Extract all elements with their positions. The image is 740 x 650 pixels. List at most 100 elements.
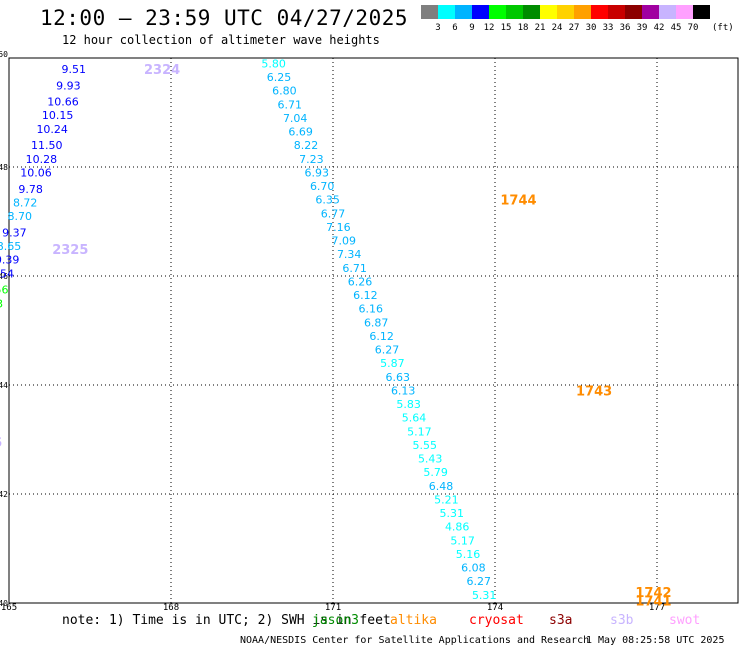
colorbar-swatch (523, 5, 540, 19)
colorbar-swatch (625, 5, 642, 19)
swh-data-point: 6.48 (429, 480, 454, 493)
satellite-label-s3a: s3a (549, 613, 573, 628)
colorbar-tick-label: 70 (687, 23, 699, 33)
colorbar-tick-label: 39 (636, 23, 648, 33)
swh-data-point: 7.34 (337, 248, 362, 261)
swh-data-point: 5.79 (423, 466, 448, 479)
swh-data-point: 10.39 (0, 254, 19, 267)
colorbar-tick-label: 33 (602, 23, 614, 33)
colorbar-labels: 3 6 9 12 15 18 21 24 27 30 33 36 39 42 45 70 (ft) (421, 23, 740, 35)
colorbar-swatch (489, 5, 506, 19)
swh-data-point: 11.50 (31, 139, 63, 152)
pass-number-label: 1744 (500, 194, 536, 209)
swh-data-point: 6.71 (278, 98, 303, 111)
swh-data-point: 6.16 (359, 303, 384, 316)
colorbar-tick-label: 45 (670, 23, 682, 33)
footer-timestamp: 1 May 08:25:58 UTC 2025 (586, 635, 725, 646)
satellite-label-altika: altika (390, 613, 437, 628)
swh-data-point: 6.70 (310, 180, 335, 193)
swh-data-point: 13.56 (0, 284, 9, 297)
swh-data-point: 12.23 (0, 297, 3, 310)
swh-data-point: 10.66 (47, 96, 79, 109)
swh-data-point: 6.77 (321, 207, 346, 220)
satellite-label-cryosat: cryosat (469, 613, 524, 628)
colorbar-tick-label: 9 (469, 23, 475, 33)
swh-data-point: 9.93 (56, 79, 81, 92)
swh-data-point: 6.08 (461, 562, 486, 575)
swh-data-point: 6.27 (375, 344, 400, 357)
colorbar-unit-label: (ft) (712, 23, 734, 33)
colorbar-swatch (455, 5, 472, 19)
colorbar-swatch (506, 5, 523, 19)
pass-number-label: 2324 (144, 63, 180, 78)
y-tick-label: 48 (0, 163, 8, 172)
y-tick-label: 40 (0, 599, 8, 608)
colorbar-swatch (642, 5, 659, 19)
x-tick-label: 177 (649, 603, 665, 613)
pass-number-label: 2325 (52, 243, 88, 258)
satellite-label-jason3: jason3 (312, 613, 359, 628)
colorbar-swatch (540, 5, 557, 19)
swh-data-point: 10.28 (26, 153, 58, 166)
y-tick-label: 46 (0, 272, 8, 281)
page-subtitle: 12 hour collection of altimeter wave hei… (62, 33, 380, 47)
colorbar-swatches (421, 5, 710, 19)
colorbar-swatch (693, 5, 710, 19)
colorbar-swatch (608, 5, 625, 19)
swh-data-point: 10.06 (20, 166, 52, 179)
swh-data-point: 6.12 (369, 330, 394, 343)
swh-data-point: 5.83 (396, 398, 421, 411)
y-tick-label: 44 (0, 381, 8, 390)
swh-data-point: 6.69 (288, 126, 313, 139)
colorbar-tick-label: 3 (435, 23, 441, 33)
swh-data-point: 10.24 (36, 123, 68, 136)
swh-data-point: 9.37 (2, 226, 27, 239)
pass-number-label: 2326 (0, 436, 2, 451)
colorbar-tick-label: 18 (517, 23, 529, 33)
swh-data-point: 8.65 (0, 240, 21, 253)
swh-data-point: 4.86 (445, 521, 470, 534)
note-text: note: 1) Time is in UTC; 2) SWH is in fe… (62, 613, 391, 628)
swh-data-point: 8.70 (8, 210, 33, 223)
y-tick-label: 50 (0, 50, 8, 59)
swh-data-point: 6.27 (467, 575, 492, 588)
pass-number-label: 1741 (635, 594, 671, 609)
swh-data-point: 6.71 (342, 262, 367, 275)
swh-data-point: 5.31 (472, 589, 497, 602)
swh-data-point: 6.26 (348, 275, 373, 288)
swh-data-point: 5.17 (407, 425, 432, 438)
swh-data-point: 5.64 (402, 412, 427, 425)
swh-data-point: 9.51 (62, 63, 87, 76)
x-tick-label: 174 (487, 603, 503, 613)
swh-data-point: 7.16 (326, 221, 351, 234)
swh-data-point: 5.17 (450, 534, 475, 547)
swh-data-point: 6.93 (305, 166, 330, 179)
colorbar-tick-label: 24 (551, 23, 563, 33)
y-tick-label: 42 (0, 490, 8, 499)
swh-data-point: 5.21 (434, 493, 459, 506)
colorbar-swatch (472, 5, 489, 19)
swh-data-point: 5.80 (261, 57, 286, 70)
footer-credit: NOAA/NESDIS Center for Satellite Applica… (240, 635, 590, 646)
colorbar-legend: 3 6 9 12 15 18 21 24 27 30 33 36 39 42 45 70 (ft) (421, 5, 734, 33)
colorbar-tick-label: 15 (500, 23, 512, 33)
swh-data-point: 10.54 (0, 267, 14, 280)
swh-data-point: 6.12 (353, 289, 378, 302)
colorbar-swatch (591, 5, 608, 19)
satellite-label-swot: swot (669, 613, 701, 628)
swh-data-point: 5.16 (456, 548, 481, 561)
pass-number-label: 1742 (635, 586, 671, 601)
x-tick-label: 171 (325, 603, 341, 613)
colorbar-swatch (438, 5, 455, 19)
swh-data-point: 6.13 (391, 384, 416, 397)
colorbar-tick-label: 21 (534, 23, 546, 33)
swh-data-point: 5.55 (413, 439, 438, 452)
swh-data-point: 5.87 (380, 357, 405, 370)
colorbar-tick-label: 6 (452, 23, 458, 33)
swh-data-point: 6.63 (386, 371, 411, 384)
swh-data-point: 7.23 (299, 153, 324, 166)
swh-data-point: 6.25 (267, 71, 292, 84)
satellite-label-s3b: s3b (610, 613, 634, 628)
swh-data-point: 5.31 (440, 507, 465, 520)
